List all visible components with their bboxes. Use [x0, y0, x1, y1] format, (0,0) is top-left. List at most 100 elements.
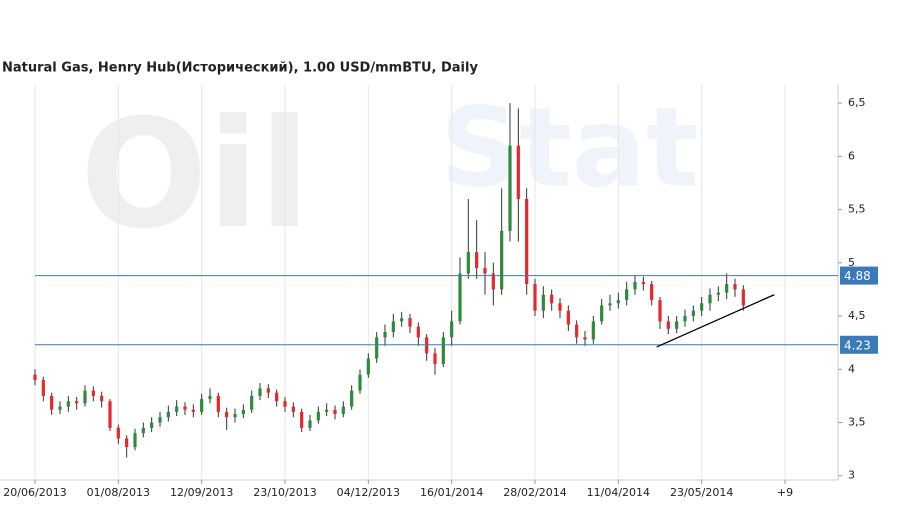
candle-body: [158, 417, 162, 423]
candle-body: [633, 281, 637, 290]
candle-body: [425, 337, 429, 354]
trend-line: [656, 294, 775, 348]
candle-body: [258, 388, 262, 396]
candle-body: [350, 390, 354, 407]
candle-body: [166, 411, 170, 418]
candle-body: [508, 145, 512, 231]
x-tick-label: 28/02/2014: [503, 486, 566, 499]
y-tick-label: 5: [848, 256, 855, 269]
y-tick-label: 4,5: [848, 309, 866, 322]
candle-body: [708, 294, 712, 304]
candle-body: [716, 292, 720, 295]
candle-body: [283, 401, 287, 407]
candle-body: [58, 406, 62, 410]
candle-body: [141, 427, 145, 434]
y-tick-label: 6,5: [848, 96, 866, 109]
x-tick-label: +9: [777, 486, 793, 499]
candle-body: [683, 316, 687, 322]
candle-body: [400, 318, 404, 322]
candle-body: [475, 252, 479, 269]
candle-body: [416, 326, 420, 338]
candle-body: [150, 422, 154, 428]
candle-body: [375, 337, 379, 359]
candle-body: [300, 411, 304, 428]
candle-body: [700, 303, 704, 311]
x-tick-label: 11/04/2014: [587, 486, 650, 499]
x-tick-label: 16/01/2014: [420, 486, 483, 499]
candle-body: [500, 230, 504, 290]
candle-body: [583, 337, 587, 340]
candle-body: [391, 321, 395, 333]
candle-body: [441, 337, 445, 364]
candle-body: [533, 284, 537, 311]
candle-body: [266, 388, 270, 393]
candle-body: [100, 395, 104, 402]
y-tick-label: 3,5: [848, 416, 866, 429]
candle-body: [125, 438, 129, 447]
candle-body: [108, 401, 112, 428]
candle-body: [333, 409, 337, 414]
candle-body: [591, 321, 595, 340]
candle-body: [250, 395, 254, 410]
candle-body: [566, 310, 570, 325]
candle-body: [116, 427, 120, 439]
candle-body: [233, 413, 237, 418]
candle-body: [66, 401, 70, 407]
candle-body: [558, 303, 562, 311]
candle-body: [691, 310, 695, 317]
candle-body: [183, 406, 187, 410]
x-tick-label: 20/06/2013: [3, 486, 66, 499]
candle-body: [483, 268, 487, 274]
candle-body: [366, 358, 370, 375]
y-tick-label: 5,5: [848, 203, 866, 216]
candle-body: [575, 324, 579, 338]
candle-body: [208, 395, 212, 400]
candle-body: [675, 321, 679, 329]
y-tick-label: 3: [848, 469, 855, 482]
y-tick-label: 4: [848, 362, 855, 375]
candle-body: [241, 409, 245, 414]
level-label: 4.88: [844, 269, 871, 283]
candle-body: [200, 399, 204, 412]
candle-body: [41, 379, 45, 396]
candle-body: [641, 281, 645, 285]
candle-body: [133, 433, 137, 447]
level-label: 4.23: [844, 338, 871, 352]
candle-body: [541, 294, 545, 311]
candle-body: [516, 145, 520, 199]
candle-body: [741, 289, 745, 306]
candle-body: [325, 409, 329, 412]
candle-body: [466, 252, 470, 274]
x-tick-label: 04/12/2013: [337, 486, 400, 499]
candle-body: [358, 374, 362, 391]
candle-body: [383, 332, 387, 338]
candle-body: [625, 289, 629, 301]
candle-body: [525, 198, 529, 285]
candle-body: [50, 395, 54, 410]
x-tick-label: 01/08/2013: [87, 486, 150, 499]
candle-body: [291, 406, 295, 412]
candle-body: [608, 303, 612, 306]
candle-body: [666, 321, 670, 329]
candle-body: [316, 411, 320, 421]
candle-body: [33, 374, 37, 380]
candle-body: [725, 284, 729, 293]
x-tick-label: 12/09/2013: [170, 486, 233, 499]
candle-body: [408, 318, 412, 327]
y-tick-label: 6: [848, 149, 855, 162]
chart-title: Natural Gas, Henry Hub(Исторический), 1.…: [2, 61, 478, 76]
candle-body: [658, 300, 662, 322]
candle-body: [550, 294, 554, 304]
candle-body: [616, 300, 620, 304]
candle-body: [216, 395, 220, 412]
candle-body: [433, 353, 437, 364]
candle-body: [91, 390, 95, 396]
candle-body: [341, 406, 345, 414]
candle-body: [600, 305, 604, 322]
candle-body: [83, 390, 87, 404]
candle-body: [191, 409, 195, 412]
candle-body: [175, 406, 179, 412]
candle-body: [491, 273, 495, 290]
candle-body: [225, 411, 229, 418]
candle-body: [75, 401, 79, 404]
